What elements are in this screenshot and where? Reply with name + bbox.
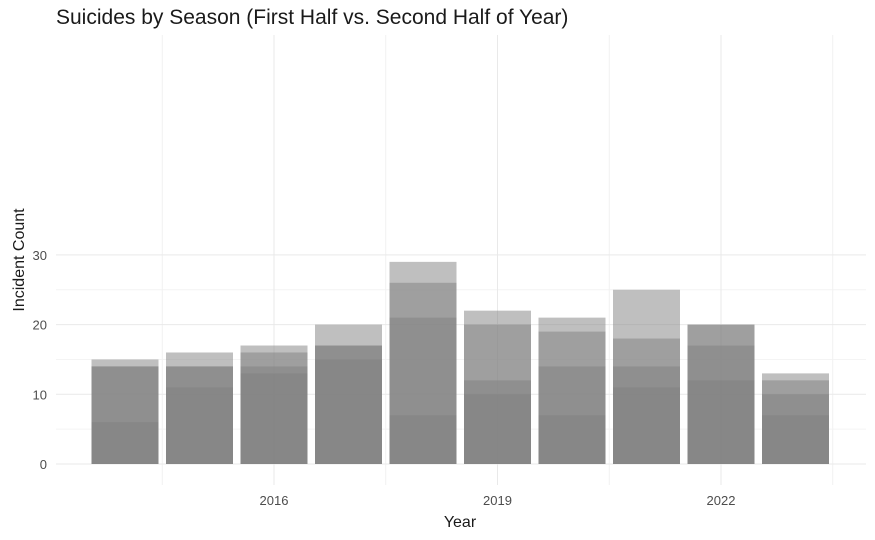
y-tick-label: 10 (33, 387, 47, 402)
y-tick-label: 0 (40, 457, 47, 472)
x-tick-label: 2016 (260, 493, 289, 508)
bar (315, 324, 382, 464)
y-axis-ticks: 0 10 20 30 (33, 248, 47, 472)
x-tick-label: 2019 (483, 493, 512, 508)
bar (538, 317, 606, 464)
bar (464, 310, 531, 464)
y-tick-label: 30 (33, 248, 47, 263)
bar (613, 289, 680, 464)
y-axis-title: Incident Count (11, 208, 28, 312)
bar (687, 324, 755, 464)
bars (91, 261, 829, 464)
bar (389, 261, 457, 464)
bar (166, 352, 233, 464)
x-tick-label: 2022 (707, 493, 736, 508)
x-axis-ticks: 2016 2019 2022 (260, 493, 736, 508)
bar (240, 345, 308, 464)
x-axis-title: Year (444, 514, 477, 531)
chart-title: Suicides by Season (First Half vs. Secon… (56, 6, 569, 29)
bar (91, 359, 159, 464)
y-tick-label: 20 (33, 318, 47, 333)
bar (762, 373, 829, 464)
